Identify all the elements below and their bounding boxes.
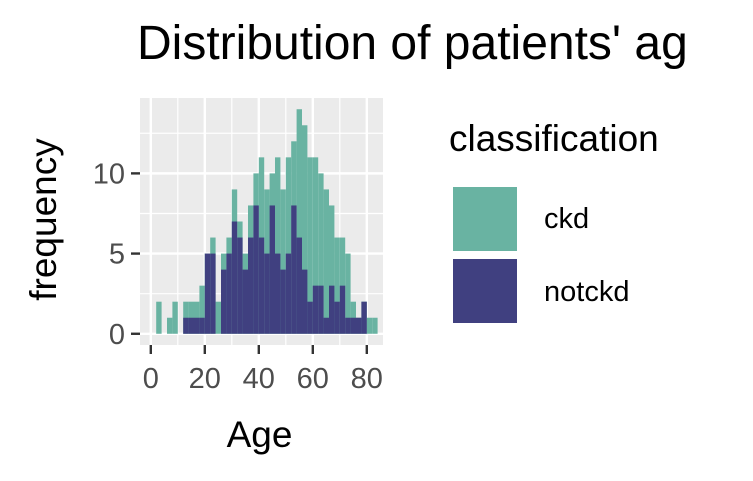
bar-notckd [210,253,216,334]
x-axis-title: Age [227,414,293,455]
bar-ckd [215,301,221,334]
legend-title: classification [449,118,659,159]
bar-ckd [302,125,308,334]
bar-notckd [280,269,286,334]
bar-ckd [323,189,329,334]
bar-ckd [318,173,324,334]
bar-notckd [296,237,302,334]
bar-ckd [296,109,302,334]
legend-label-notckd: notckd [544,276,630,308]
bar-notckd [183,317,189,334]
bar-ckd [345,253,351,334]
bar-notckd [204,253,211,334]
bar-notckd [350,317,356,334]
bar-notckd [339,285,346,334]
bar-ckd [329,205,335,334]
x-tick-label: 20 [189,363,221,395]
bar-notckd [221,269,227,334]
bar-ckd [167,317,173,334]
bar-ckd [334,237,340,334]
x-tick-label: 80 [351,363,383,395]
bar-notckd [285,253,292,334]
bar-notckd [231,221,238,334]
bar-notckd [302,269,308,334]
y-tick-label: 5 [109,239,125,271]
bar-notckd [242,269,248,334]
bar-ckd [372,317,378,334]
legend-key-notckd [451,257,519,325]
bar-notckd [275,253,281,334]
bar-notckd [356,317,362,334]
bar-notckd [323,317,329,334]
bar-notckd [312,285,319,334]
bar-ckd [172,301,178,334]
bar-notckd [329,285,335,334]
bar-notckd [361,301,367,334]
bar-notckd [188,317,194,334]
bar-ckd [339,237,346,334]
bar-ckd [312,157,319,334]
x-tick-label: 40 [243,363,275,395]
bar-ckd [156,301,162,334]
bar-ckd [280,189,286,334]
y-tick-label: 10 [93,158,125,190]
bar-notckd [194,317,200,334]
legend-key-ckd [451,185,519,253]
x-tick-label: 0 [143,363,159,395]
bar-ckd [285,157,292,334]
bar-notckd [226,253,232,334]
bar-ckd [366,317,373,334]
bar-ckd [307,157,313,334]
bar-notckd [248,237,254,334]
bar-notckd [345,317,351,334]
bar-notckd [199,317,205,334]
y-tick-label: 0 [109,319,125,351]
bar-notckd [318,285,324,334]
bar-notckd [264,253,270,334]
x-tick-label: 60 [297,363,329,395]
bar-notckd [237,237,243,334]
bar-notckd [253,205,259,334]
bar-notckd [291,205,297,334]
bar-notckd [269,205,275,334]
legend-label-ckd: ckd [544,203,590,235]
chart-title: Distribution of patients' ag [137,17,688,70]
bar-ckd [199,285,205,334]
bar-notckd [258,237,265,334]
y-axis-title: frequency [23,138,64,301]
bar-notckd [307,301,313,334]
bar-ckd [275,157,281,334]
bar-notckd [334,301,340,334]
